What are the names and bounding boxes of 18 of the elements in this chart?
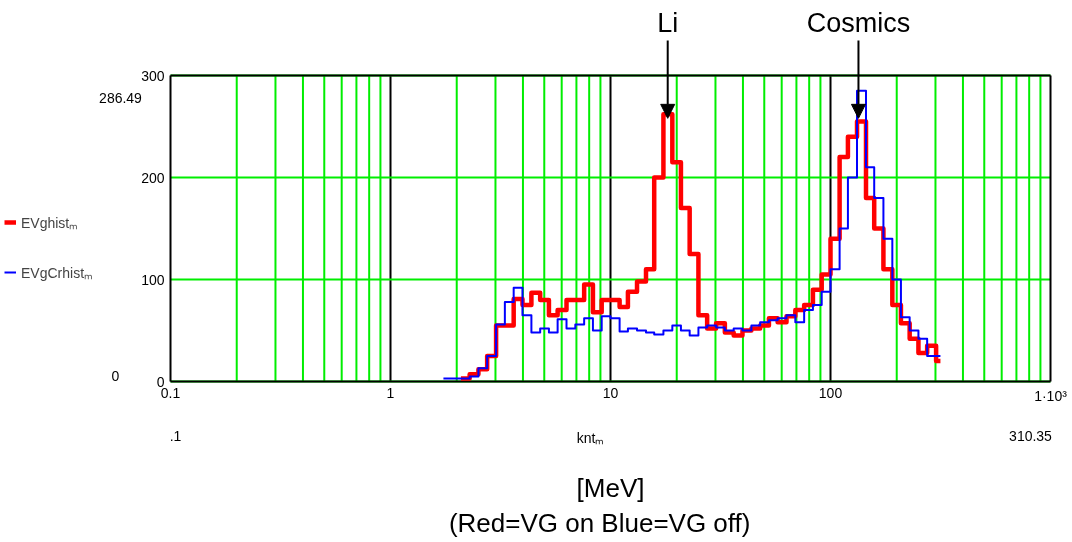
- x-axis-title: kntₘ: [576, 429, 605, 446]
- text: 286.49: [99, 89, 143, 106]
- text: [MeV]: [576, 472, 645, 503]
- text: (Red=VG on Blue=VG off): [448, 507, 751, 538]
- text: .1: [169, 427, 182, 444]
- y-tick-label: 200: [141, 169, 165, 186]
- text: 310.35: [1009, 427, 1053, 444]
- legend-label: EVghistₘ: [21, 213, 79, 232]
- y-tick-label: 300: [141, 67, 165, 84]
- text: 0: [111, 367, 120, 384]
- legend-label: EVgCrhistₘ: [21, 263, 94, 282]
- x-tick-label: 1: [386, 384, 395, 401]
- annotation: Cosmics: [806, 7, 911, 38]
- x-tick-label: 10: [602, 384, 619, 401]
- x-tick-label: 100: [818, 384, 843, 401]
- annotation: Li: [657, 7, 679, 38]
- y-tick-label: 100: [141, 271, 165, 288]
- x-tick-label: 1·10³: [1034, 387, 1068, 404]
